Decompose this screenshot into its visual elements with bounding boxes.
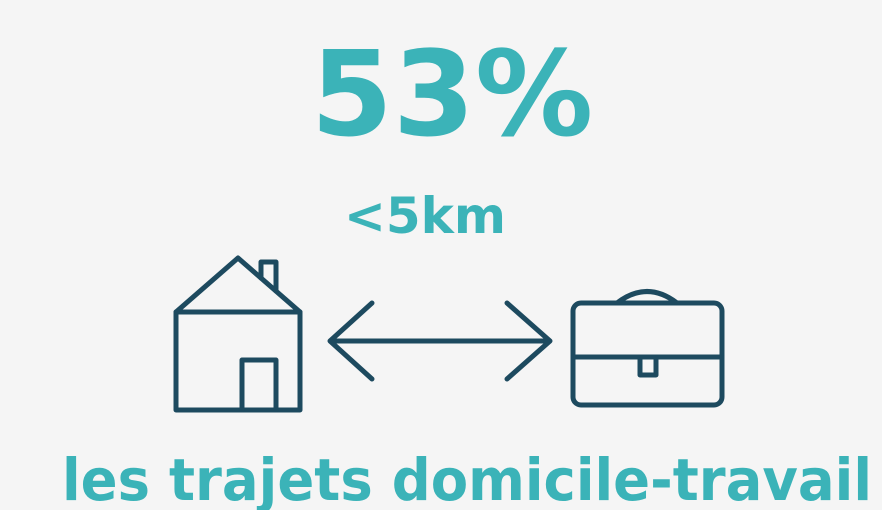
distance-label: <5km	[344, 187, 506, 245]
double-arrow-icon	[327, 300, 553, 382]
briefcase-icon	[570, 289, 725, 408]
stat-value: 53%	[311, 25, 593, 163]
caption: les trajets domicile-travail	[62, 446, 872, 510]
house-icon	[173, 255, 303, 413]
